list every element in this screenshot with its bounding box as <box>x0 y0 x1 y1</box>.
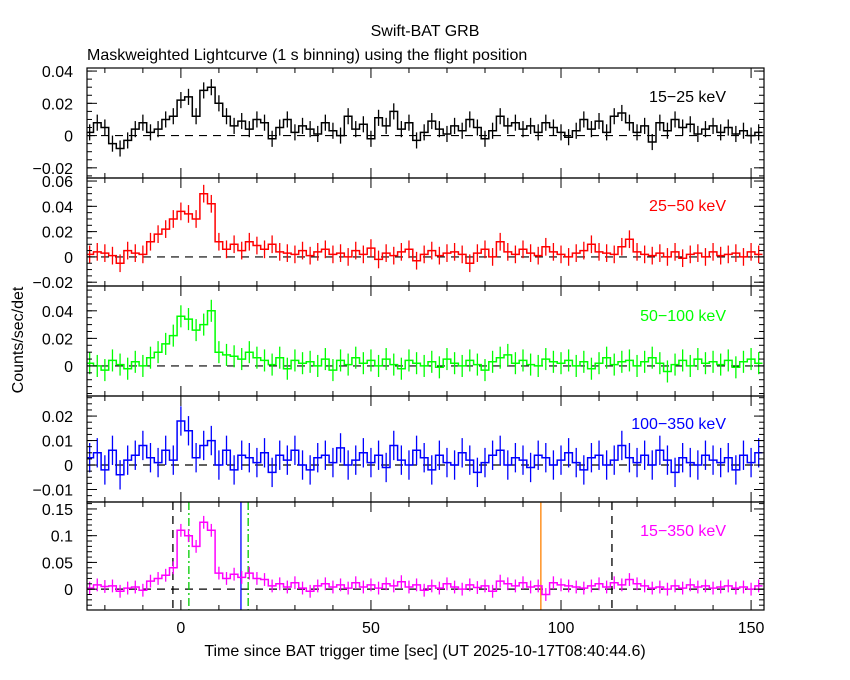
panel-25-50-kev: −0.02 0 0.02 0.04 0.06 25−50 keV <box>33 174 765 292</box>
x-tick-label: 100 <box>548 620 575 637</box>
y-tick-label: 0.02 <box>42 409 73 426</box>
y-tick-label: 0.04 <box>42 304 73 321</box>
energy-band-label: 15−25 keV <box>649 89 726 106</box>
lightcurve-series <box>87 86 763 150</box>
panel-data <box>87 502 764 610</box>
panel-15-25-kev: −0.02 0 0.02 0.04 15−25 keV <box>33 64 765 179</box>
energy-band-label: 50−100 keV <box>640 308 726 325</box>
y-tick-label: 0.01 <box>42 434 73 451</box>
y-axis-label: Counts/sec/det <box>10 286 27 393</box>
energy-band-label: 25−50 keV <box>649 198 726 215</box>
y-tick-label: 0.1 <box>51 529 73 546</box>
y-tick-label: −0.02 <box>33 161 74 178</box>
y-tick-label: 0 <box>64 582 73 599</box>
y-tick-label: 0.02 <box>42 331 73 348</box>
lightcurve-series <box>87 521 763 596</box>
y-tick-label: 0.04 <box>42 64 73 81</box>
lightcurve-series <box>87 192 763 264</box>
x-tick-label: 50 <box>362 620 380 637</box>
chart-title: Swift-BAT GRB <box>371 23 480 40</box>
y-tick-label: 0.02 <box>42 96 73 113</box>
panel-frame <box>86 501 765 611</box>
panel-frame <box>86 285 765 397</box>
y-tick-label: 0.04 <box>42 199 73 216</box>
y-tick-label: −0.01 <box>33 483 74 500</box>
x-tick-label: 150 <box>738 620 765 637</box>
panel-50-100-kev: 0 0.02 0.04 50−100 keV <box>42 285 765 397</box>
y-tick-label: 0 <box>64 359 73 376</box>
y-tick-label: 0.05 <box>42 555 73 572</box>
panel-frame <box>86 395 765 503</box>
panel-15-350-kev: 0 0.05 0.1 0.15 15−350 keV <box>42 501 765 611</box>
y-tick-label: 0.02 <box>42 225 73 242</box>
panel-100-350-kev: −0.01 0 0.01 0.02 100−350 keV <box>33 395 765 503</box>
energy-band-label: 15−350 keV <box>640 523 726 540</box>
y-tick-label: 0.06 <box>42 174 73 191</box>
lightcurve-series <box>87 310 763 373</box>
y-tick-label: 0 <box>64 129 73 146</box>
y-tick-label: 0.15 <box>42 502 73 519</box>
lightcurve-series <box>87 420 763 476</box>
panel-frame <box>86 177 765 287</box>
panel-data <box>87 184 764 273</box>
y-tick-label: 0 <box>64 458 73 475</box>
panel-data <box>87 406 764 490</box>
y-tick-label: −0.02 <box>33 275 74 292</box>
chart-subtitle: Maskweighted Lightcurve (1 s binning) us… <box>87 47 527 64</box>
panel-data <box>87 299 764 383</box>
x-tick-label: 0 <box>176 620 185 637</box>
energy-band-label: 100−350 keV <box>631 416 726 433</box>
y-tick-label: 0 <box>64 250 73 267</box>
x-axis-label: Time since BAT trigger time [sec] (UT 20… <box>204 643 645 660</box>
panel-data <box>87 79 764 157</box>
